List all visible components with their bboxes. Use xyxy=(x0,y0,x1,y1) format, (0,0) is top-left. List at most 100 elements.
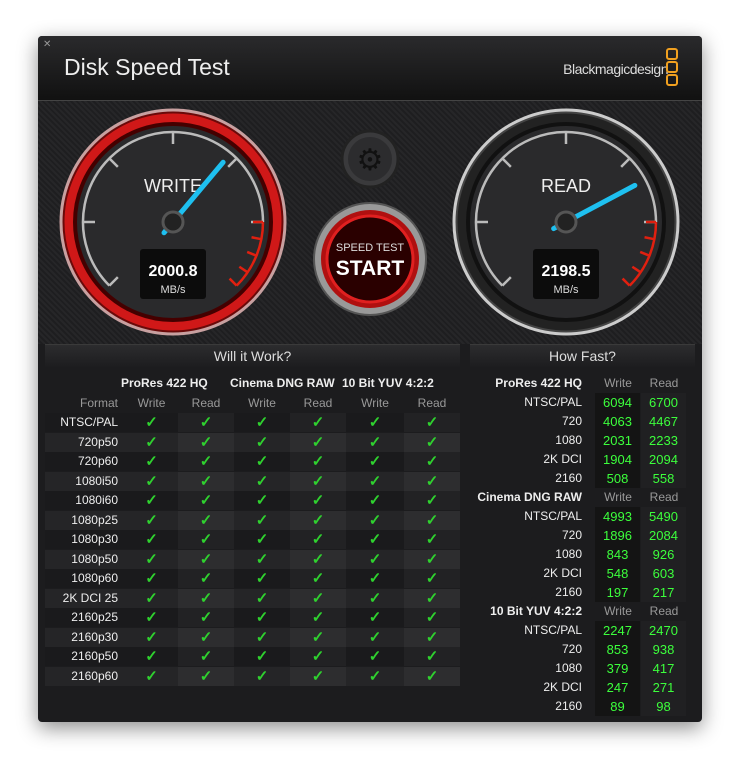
format-label: NTSC/PAL xyxy=(60,415,118,429)
check-icon: ✓ xyxy=(255,570,269,587)
write-speed-value: 379 xyxy=(595,659,640,678)
read-speed-value: 2084 xyxy=(641,526,686,545)
check-icon: ✓ xyxy=(368,609,382,626)
resolution-label: NTSC/PAL xyxy=(524,623,582,637)
check-icon: ✓ xyxy=(404,530,460,549)
format-column-header: Format xyxy=(79,396,118,410)
app-title: Disk Speed Test xyxy=(64,54,230,80)
check-icon: ✓ xyxy=(368,628,382,646)
check-icon: ✓ xyxy=(404,608,460,627)
resolution-label: 2160 xyxy=(555,585,582,599)
table-row xyxy=(45,413,460,432)
gauge-tick xyxy=(620,157,631,168)
column-header-write: Write xyxy=(604,604,632,618)
column-header-write: Write xyxy=(361,396,389,410)
table-row xyxy=(45,608,460,627)
column-header-write: Write xyxy=(604,490,632,504)
check-icon: ✓ xyxy=(178,666,234,686)
gauge-tick xyxy=(108,157,119,168)
check-icon: ✓ xyxy=(255,511,269,529)
format-label: 2160p25 xyxy=(71,610,118,624)
check-icon: ✓ xyxy=(255,453,269,470)
write-gauge: WRITE 2000.8 MB/s xyxy=(59,108,287,336)
check-icon: ✓ xyxy=(368,511,382,529)
speed-group-header: Cinema DNG RAW xyxy=(477,490,582,504)
gauge-red-tick xyxy=(238,265,249,274)
column-header-write: Write xyxy=(248,396,276,410)
check-icon: ✓ xyxy=(255,492,269,509)
check-icon: ✓ xyxy=(255,628,269,646)
check-icon: ✓ xyxy=(145,492,158,509)
close-icon[interactable]: ✕ xyxy=(43,39,52,50)
format-group-header: ProRes 422 HQ xyxy=(121,376,208,390)
column-header-read: Read xyxy=(417,396,447,410)
check-icon: ✓ xyxy=(145,570,158,587)
check-icon: ✓ xyxy=(178,452,234,471)
format-label: 1080p50 xyxy=(71,551,118,566)
write-gauge-label: WRITE xyxy=(144,176,202,196)
check-icon: ✓ xyxy=(255,531,269,548)
gauge-red-tick xyxy=(639,250,650,257)
check-icon: ✓ xyxy=(290,471,346,491)
check-icon: ✓ xyxy=(178,549,234,569)
gauge-panel: WRITE 2000.8 MB/s READ 2198.5 MB/s ⚙ SPEED T… xyxy=(38,101,702,344)
format-group-header: Cinema DNG RAW xyxy=(230,376,335,390)
check-icon: ✓ xyxy=(368,550,382,568)
gauge-red-tick xyxy=(228,277,238,287)
check-icon: ✓ xyxy=(255,433,269,451)
write-speed-value: 89 xyxy=(595,697,640,716)
gauge-red-tick xyxy=(631,265,642,274)
read-speed-value: 5490 xyxy=(641,507,686,526)
read-speed-value: 938 xyxy=(641,640,686,659)
write-speed-value: 247 xyxy=(595,678,640,697)
check-icon: ✓ xyxy=(368,492,382,509)
gauge-tick xyxy=(227,157,238,168)
format-label: 2160p50 xyxy=(71,649,118,663)
resolution-label: 2160 xyxy=(555,471,582,485)
table-row xyxy=(45,471,460,491)
resolution-label: 2K DCI xyxy=(543,452,582,466)
app-window: ✕ Disk Speed Test Blackmagicdesign WRITE… xyxy=(38,36,702,722)
format-label: 720p60 xyxy=(77,454,118,468)
read-speed-value: 2094 xyxy=(641,450,686,469)
check-icon: ✓ xyxy=(145,472,158,490)
table-row xyxy=(45,452,460,471)
read-speed-value: 417 xyxy=(641,659,686,678)
table-row xyxy=(45,491,460,510)
resolution-label: 1080 xyxy=(555,433,582,447)
check-icon: ✓ xyxy=(178,627,234,647)
check-icon: ✓ xyxy=(145,667,158,685)
read-value: 2198.5 xyxy=(542,263,591,280)
format-label: 2160p30 xyxy=(71,629,118,644)
check-icon: ✓ xyxy=(178,569,234,588)
start-button[interactable]: SPEED TEST START xyxy=(313,202,427,316)
gauge-tick xyxy=(501,276,512,287)
check-icon: ✓ xyxy=(290,647,346,666)
speed-group-header: ProRes 422 HQ xyxy=(495,376,582,390)
check-icon: ✓ xyxy=(290,510,346,530)
column-header-read: Read xyxy=(303,396,333,410)
check-icon: ✓ xyxy=(290,627,346,647)
check-icon: ✓ xyxy=(290,452,346,471)
check-icon: ✓ xyxy=(145,589,158,607)
gauge-red-tick xyxy=(246,250,257,257)
check-icon: ✓ xyxy=(290,413,346,432)
format-label: 1080p30 xyxy=(71,532,118,546)
format-label: 1080i60 xyxy=(75,493,118,507)
settings-button[interactable]: ⚙ xyxy=(340,129,400,189)
resolution-label: 720 xyxy=(561,642,582,656)
check-icon: ✓ xyxy=(178,647,234,666)
read-speed-value: 98 xyxy=(641,697,686,716)
check-icon: ✓ xyxy=(178,471,234,491)
check-icon: ✓ xyxy=(178,491,234,510)
check-icon: ✓ xyxy=(368,453,382,470)
title-bar: ✕ Disk Speed Test Blackmagicdesign xyxy=(38,36,702,101)
resolution-label: 720 xyxy=(561,528,582,542)
write-speed-value: 853 xyxy=(595,640,640,659)
format-label: 720p50 xyxy=(77,434,118,449)
table-row xyxy=(45,666,460,686)
write-speed-value: 843 xyxy=(595,545,640,564)
will-it-work-header: Will it Work? xyxy=(45,344,460,367)
resolution-label: 720 xyxy=(561,414,582,428)
format-label: 2160p60 xyxy=(71,668,118,683)
